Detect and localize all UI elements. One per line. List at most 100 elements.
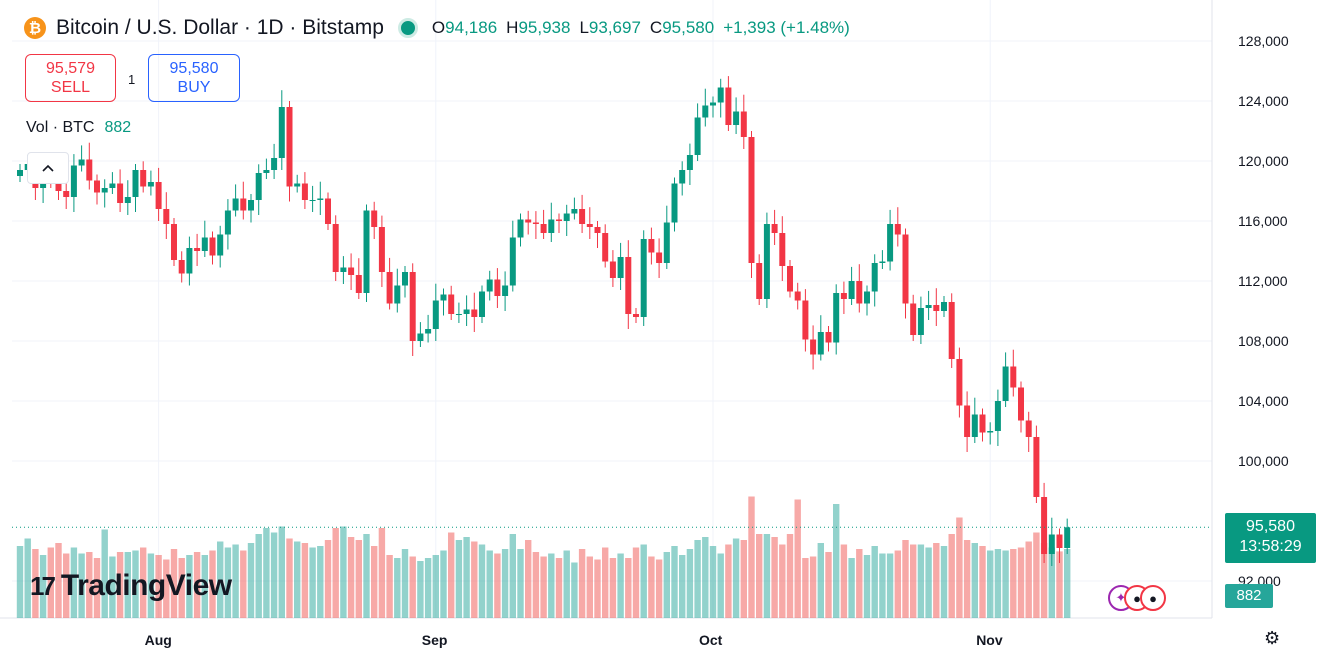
- candle-body: [448, 294, 455, 314]
- volume-bar: [894, 550, 901, 618]
- volume-bar: [794, 499, 801, 618]
- candle-body: [663, 222, 670, 263]
- volume-bar: [394, 558, 401, 618]
- candle-body: [509, 237, 516, 286]
- candle-body: [70, 165, 77, 197]
- high-value: 95,938: [518, 18, 571, 37]
- candle-body: [756, 263, 763, 299]
- open-key: O: [431, 18, 446, 37]
- volume-bar: [1002, 550, 1009, 618]
- candle-body: [486, 279, 493, 292]
- volume-bar: [155, 555, 162, 618]
- volume-bar: [910, 544, 917, 618]
- candle-body: [1048, 534, 1055, 554]
- candle-body: [1025, 420, 1032, 437]
- candle-body: [194, 248, 201, 251]
- candle-body: [1010, 366, 1017, 388]
- candle-body: [78, 159, 85, 166]
- volume-bar: [886, 553, 894, 618]
- volume-bar: [32, 549, 39, 618]
- volume-bar: [563, 550, 570, 618]
- tradingview-logo[interactable]: 17 TradingView: [30, 569, 232, 603]
- candle-body: [994, 401, 1001, 431]
- volume-bar: [378, 528, 386, 618]
- price-tick-label: 100,000: [1238, 453, 1289, 469]
- candle-body: [864, 291, 870, 304]
- volume-bar: [201, 555, 208, 618]
- volume-bar: [24, 538, 31, 618]
- candle-body: [671, 183, 678, 223]
- volume-bar: [324, 540, 332, 618]
- volume-bar: [525, 540, 532, 618]
- candle-body: [86, 159, 93, 181]
- buy-button[interactable]: 95,580 BUY: [148, 54, 240, 102]
- bitcoin-logo-icon: ₿: [24, 17, 46, 39]
- candle-body: [779, 233, 786, 266]
- sell-button[interactable]: 95,579 SELL: [25, 54, 116, 102]
- candle-body: [325, 198, 331, 224]
- candle-body: [94, 180, 100, 193]
- volume-bar: [440, 550, 447, 618]
- candle-body: [771, 224, 778, 233]
- candle-body: [579, 209, 586, 224]
- us-flag-icon[interactable]: ●: [1140, 585, 1166, 611]
- collapse-legend-button[interactable]: [27, 152, 69, 184]
- volume-bar: [771, 537, 778, 618]
- high-key: H: [506, 18, 519, 37]
- volume-bar: [355, 540, 362, 618]
- volume-bar: [494, 553, 501, 618]
- price-tick-label: 128,000: [1238, 33, 1289, 49]
- candle-body: [394, 285, 401, 304]
- volume-bar: [501, 549, 509, 618]
- candle-body: [894, 224, 901, 235]
- time-tick-label: Aug: [144, 632, 172, 648]
- volume-bar: [840, 544, 848, 618]
- candle-body: [502, 285, 509, 296]
- candle-body: [602, 233, 609, 262]
- volume-bar: [1056, 551, 1063, 618]
- volume-bar: [109, 556, 116, 618]
- market-status-icon: [397, 18, 418, 38]
- price-tick-label: 112,000: [1238, 273, 1288, 289]
- volume-bar: [709, 546, 717, 618]
- candle-body: [910, 303, 917, 335]
- volume-legend[interactable]: Vol · BTC 882: [26, 119, 131, 137]
- candle-body: [563, 213, 570, 221]
- settings-icon[interactable]: ⚙: [1264, 628, 1281, 648]
- buy-price: 95,580: [169, 60, 219, 77]
- volume-bar: [101, 529, 108, 618]
- candle-body: [548, 219, 555, 233]
- symbol-title[interactable]: Bitcoin / U.S. Dollar · 1D · Bitstamp: [56, 16, 384, 39]
- candle-body: [371, 210, 378, 227]
- volume-bar: [763, 534, 771, 618]
- sell-label: SELL: [50, 79, 91, 96]
- volume-bar: [648, 556, 655, 618]
- volume-bar: [286, 538, 293, 618]
- candle-body: [933, 305, 940, 311]
- volume-bar: [178, 558, 185, 618]
- volume-bar: [917, 544, 925, 618]
- volume-bar: [70, 547, 78, 618]
- candle-body: [679, 170, 686, 184]
- candle-body: [825, 332, 832, 343]
- candle-body: [971, 414, 978, 437]
- candle-body: [348, 267, 355, 275]
- candle-body: [648, 239, 655, 253]
- volume-bar: [571, 562, 578, 618]
- candle-body: [109, 183, 116, 188]
- volume-bar: [147, 553, 155, 618]
- volume-bar: [309, 547, 316, 618]
- volume-bar: [78, 553, 85, 618]
- volume-bar: [240, 550, 247, 618]
- economic-events[interactable]: ✦ ● ●: [1108, 585, 1166, 611]
- candle-body: [494, 279, 501, 296]
- volume-bar: [879, 553, 886, 618]
- candle-body: [540, 224, 547, 233]
- candle-body: [155, 182, 162, 209]
- volume-bar: [694, 540, 701, 618]
- candle-body: [925, 305, 932, 308]
- candle-body: [594, 227, 601, 233]
- volume-bar: [471, 541, 478, 618]
- volume-bar: [640, 544, 647, 618]
